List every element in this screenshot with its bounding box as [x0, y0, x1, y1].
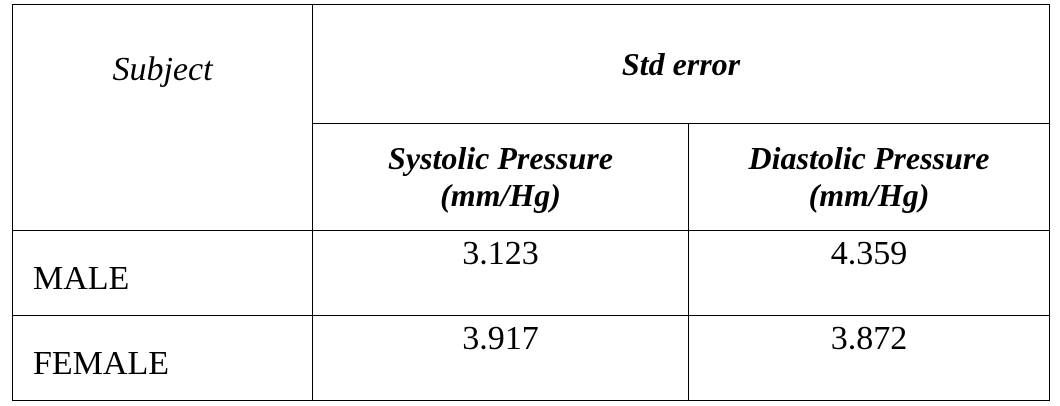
std-error-table: Subject Std error Systolic Pressure (mm/…: [12, 4, 1050, 401]
row-label-male: MALE: [33, 260, 130, 297]
value-cell: 3.872: [688, 315, 1050, 401]
row-label-cell: MALE: [12, 230, 313, 316]
subject-header-cell: Subject: [12, 4, 313, 231]
value-cell: 4.359: [688, 230, 1050, 316]
male-diastolic-value: 4.359: [830, 235, 908, 272]
value-cell: 3.917: [312, 315, 689, 401]
header-row-1: Subject Std error: [12, 4, 1050, 231]
std-error-header-label: Std error: [621, 45, 741, 82]
systolic-header-line1: Systolic Pressure: [388, 140, 613, 176]
row-label-female: FEMALE: [33, 345, 169, 382]
row-label-cell: FEMALE: [12, 315, 313, 401]
subject-header-label: Subject: [112, 51, 213, 88]
table-row: FEMALE 3.917 3.872: [12, 315, 1050, 401]
table-row: MALE 3.123 4.359: [12, 230, 1050, 316]
value-cell: 3.123: [312, 230, 689, 316]
diastolic-header-cell: Diastolic Pressure (mm/Hg): [688, 123, 1050, 231]
std-error-header-cell: Std error: [312, 4, 1050, 124]
female-diastolic-value: 3.872: [830, 320, 908, 357]
systolic-header-cell: Systolic Pressure (mm/Hg): [312, 123, 689, 231]
diastolic-header-line2: (mm/Hg): [808, 177, 930, 213]
systolic-header-line2: (mm/Hg): [440, 177, 561, 213]
diastolic-header-line1: Diastolic Pressure: [748, 140, 990, 176]
female-systolic-value: 3.917: [462, 320, 539, 357]
male-systolic-value: 3.123: [462, 235, 539, 272]
